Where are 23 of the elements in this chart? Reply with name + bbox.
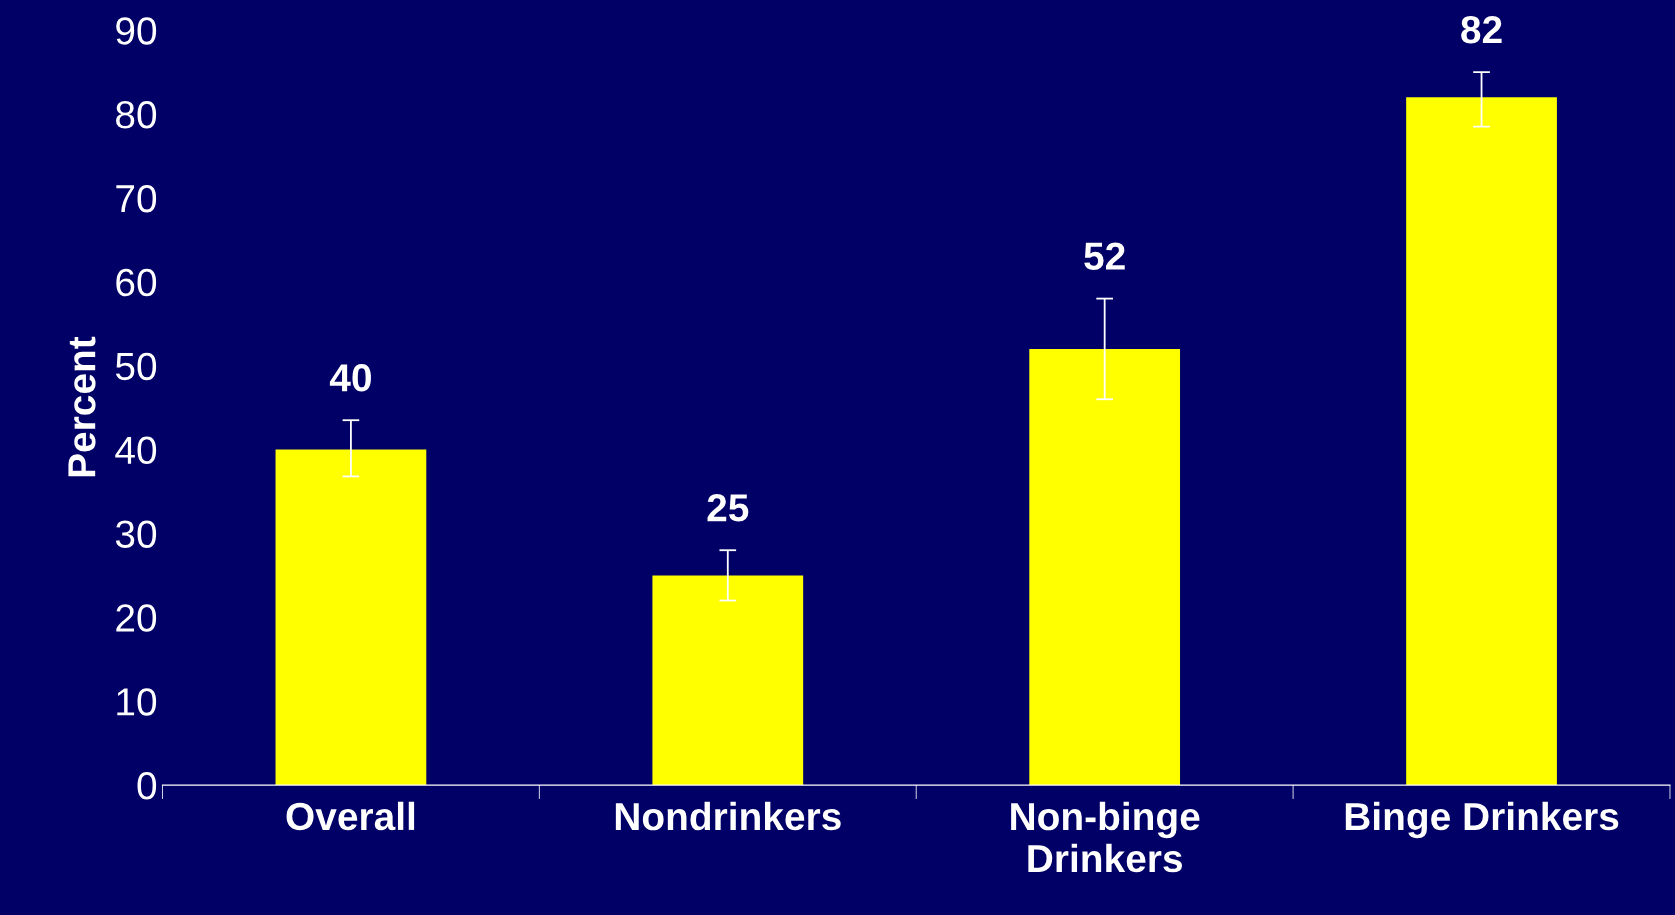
y-tick-label: 90: [116, 17, 157, 45]
data-label: 40: [329, 364, 371, 392]
x-tick-label: Overall: [286, 801, 415, 831]
bar: [1406, 97, 1557, 786]
data-label: 52: [1084, 242, 1125, 270]
data-label: 25: [707, 494, 749, 522]
x-tick-label: Binge Drinkers: [1345, 801, 1619, 839]
y-tick-label: 40: [115, 436, 157, 465]
y-tick-label: 60: [116, 268, 157, 297]
y-tick-label: 10: [117, 688, 157, 716]
bar: [1029, 348, 1181, 786]
bar: [275, 449, 427, 786]
y-tick-label: 20: [116, 604, 157, 632]
y-tick-label: 80: [116, 101, 157, 129]
data-label: 82: [1461, 15, 1502, 44]
y-axis-title: Percent: [68, 336, 96, 477]
y-tick-label: 70: [116, 184, 157, 213]
y-tick-label: 0: [137, 772, 157, 800]
x-tick-label: Nondrinkers: [615, 801, 841, 831]
y-tick-label: 50: [115, 352, 157, 381]
bar: [652, 575, 804, 786]
y-tick-label: 30: [115, 520, 157, 548]
x-tick-label: Non-binge Drinkers: [1011, 801, 1200, 873]
